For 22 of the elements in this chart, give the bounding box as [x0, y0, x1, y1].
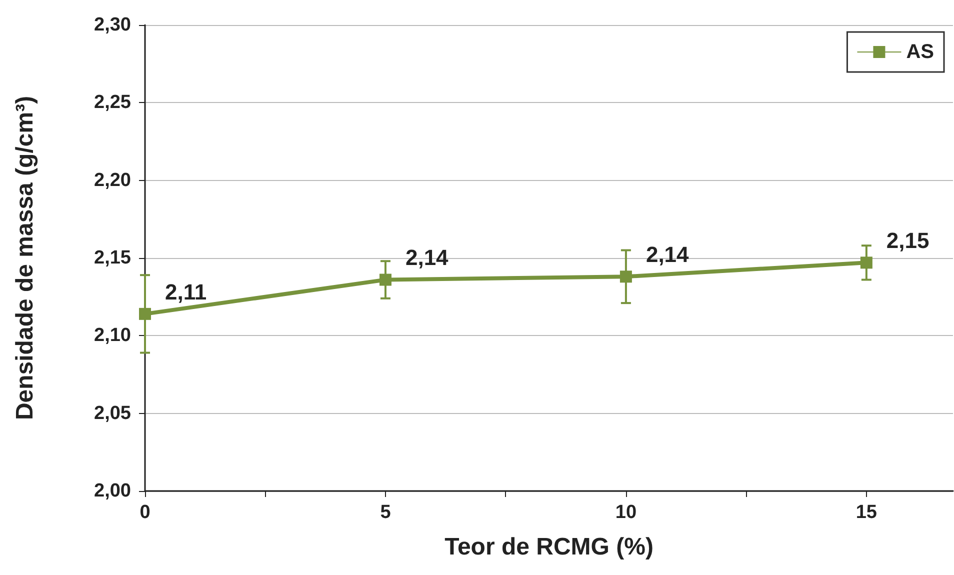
y-tick-label: 2,05: [94, 402, 132, 424]
y-tick-label: 2,30: [94, 14, 131, 36]
data-label: 2,14: [405, 245, 450, 270]
x-tick-label: 0: [140, 502, 150, 523]
data-label: 2,11: [165, 279, 207, 304]
data-label: 2,14: [646, 242, 690, 268]
y-tick-label: 2,20: [94, 170, 131, 191]
y-tick-label: 2,10: [94, 325, 131, 346]
point: [139, 308, 151, 320]
data-label: 2,15: [886, 228, 930, 254]
y-tick-label: 2,25: [94, 92, 132, 114]
x-tick-label: 15: [856, 502, 878, 523]
point: [620, 270, 632, 283]
x-tick-label: 5: [380, 502, 392, 523]
x-tick-label: 10: [615, 502, 637, 523]
y-tick-label: 2,00: [94, 480, 131, 502]
y-axis-title: Densidade de massa (g/cm³): [12, 96, 38, 420]
point: [860, 256, 872, 269]
point: [379, 274, 392, 286]
x-axis-title: Teor de RCMG (%): [444, 534, 654, 560]
legend-label: AS: [906, 41, 934, 63]
y-tick-label: 2,15: [94, 248, 132, 268]
